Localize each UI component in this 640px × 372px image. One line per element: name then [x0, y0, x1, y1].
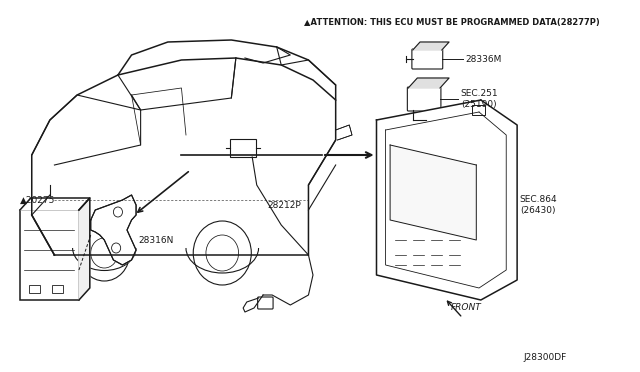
Polygon shape [408, 78, 449, 88]
Text: 28212P: 28212P [268, 201, 301, 209]
Polygon shape [91, 195, 136, 265]
Bar [29, 285, 40, 293]
Bar [20, 210, 79, 300]
Bar [52, 285, 63, 293]
Text: 28336M: 28336M [465, 55, 502, 64]
Text: 28316N: 28316N [138, 235, 173, 244]
Bar [230, 139, 256, 157]
Polygon shape [335, 125, 352, 140]
Polygon shape [413, 42, 449, 50]
Bar [472, 105, 485, 115]
Polygon shape [20, 198, 90, 210]
Polygon shape [390, 145, 476, 240]
Polygon shape [79, 198, 90, 300]
Text: SEC.864
(26430): SEC.864 (26430) [520, 195, 557, 215]
Text: ▲20275: ▲20275 [20, 196, 55, 205]
Text: SEC.251
(25190): SEC.251 (25190) [461, 89, 499, 109]
Text: ▲ATTENTION: THIS ECU MUST BE PROGRAMMED DATA(28277P): ▲ATTENTION: THIS ECU MUST BE PROGRAMMED … [304, 18, 600, 27]
Text: J28300DF: J28300DF [524, 353, 567, 362]
Polygon shape [376, 100, 517, 300]
Text: FRONT: FRONT [451, 304, 482, 312]
